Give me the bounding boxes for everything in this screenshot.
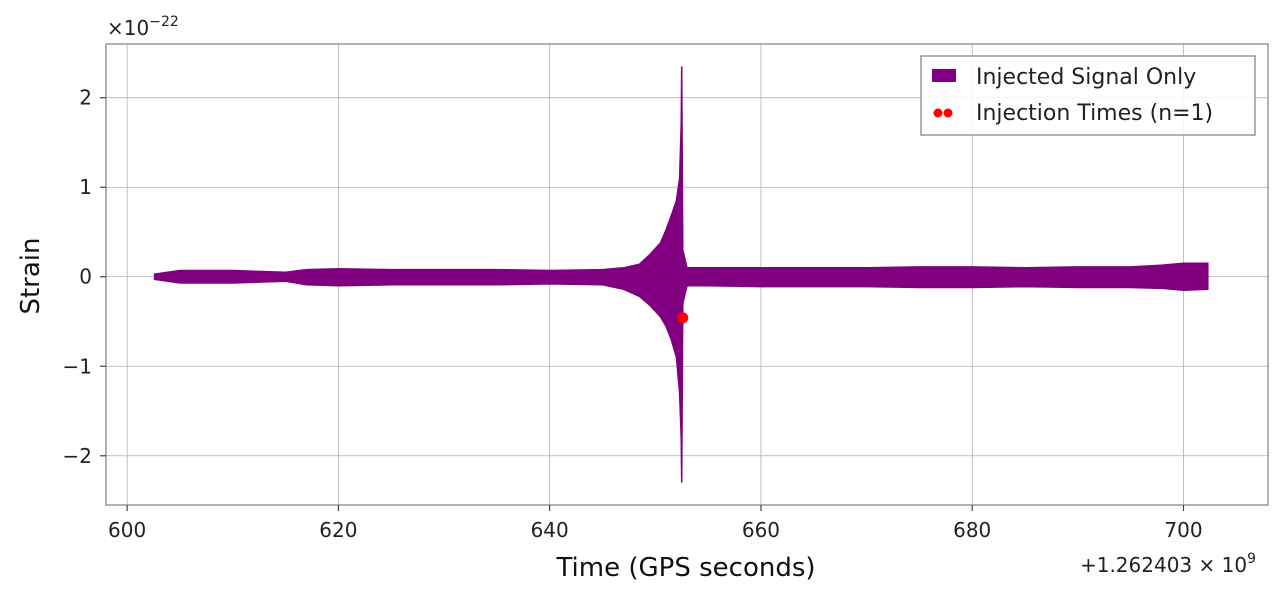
y-scale-factor: ×10−22: [107, 14, 179, 40]
x-axis-label: Time (GPS seconds): [555, 553, 815, 583]
legend-marker-injection-times: [943, 108, 953, 118]
x-offset-label: +1.262403 × 109: [1080, 551, 1256, 577]
x-tick-label: 600: [108, 518, 146, 542]
y-axis-ticks: 2 1 0 −1 −2: [63, 86, 106, 468]
x-tick-label: 620: [319, 518, 357, 542]
x-tick-label: 680: [953, 518, 991, 542]
legend-label-injection-times: Injection Times (n=1): [976, 101, 1213, 126]
legend-box: [920, 55, 1256, 136]
x-axis-ticks: 600 620 640 660 680 700: [108, 505, 1203, 542]
legend: Injected Signal Only Injection Times (n=…: [920, 55, 1256, 136]
x-tick-label: 640: [531, 518, 569, 542]
plot-frame: [105, 43, 1269, 506]
y-tick-label: 1: [79, 175, 92, 199]
injection-markers: [677, 312, 689, 324]
y-tick-label: −1: [63, 354, 92, 378]
legend-swatch-injected-signal: [932, 69, 956, 82]
y-axis-label: Strain: [16, 237, 46, 314]
y-tick-label: 0: [79, 265, 92, 289]
legend-label-injected-signal: Injected Signal Only: [976, 65, 1196, 90]
injected-signal-band: [153, 66, 1209, 483]
x-tick-label: 660: [742, 518, 780, 542]
x-tick-label: 700: [1164, 518, 1202, 542]
injection-time-marker: [677, 312, 689, 324]
y-tick-label: −2: [63, 444, 92, 468]
y-tick-label: 2: [79, 86, 92, 110]
legend-marker-injection-times: [933, 108, 943, 118]
